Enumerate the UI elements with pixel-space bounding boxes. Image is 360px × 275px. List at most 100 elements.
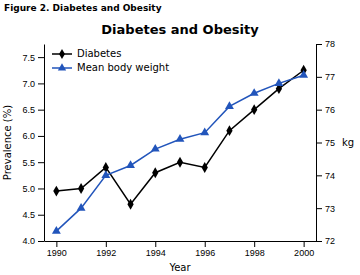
point — [78, 183, 84, 194]
tick-label: 72 — [325, 236, 335, 246]
tick-mark — [106, 241, 107, 247]
y2-axis: 72 73 74 75 76 77 78 — [316, 39, 335, 246]
tick-label: 6.0 — [22, 131, 35, 141]
tick-mark — [316, 241, 322, 242]
tick: 2000 — [294, 241, 314, 258]
point — [202, 162, 208, 173]
legend-marker — [58, 63, 66, 70]
point — [77, 203, 86, 211]
x-axis-title: Year — [168, 262, 191, 273]
tick: 4.0 — [22, 236, 44, 246]
tick-mark — [316, 110, 322, 111]
tick-mark — [316, 208, 322, 209]
series-line — [56, 70, 303, 204]
axis-line — [45, 241, 317, 242]
tick-mark — [38, 188, 44, 189]
point — [251, 104, 257, 115]
tick-label: 75 — [325, 138, 335, 148]
tick-mark — [155, 241, 156, 247]
point — [152, 167, 158, 178]
point — [101, 170, 110, 178]
point — [52, 226, 61, 234]
tick-label: 7.5 — [22, 53, 35, 63]
tick: 1994 — [146, 241, 166, 258]
tick: 1990 — [47, 241, 67, 258]
tick-label: 5.0 — [22, 184, 35, 194]
tick: 1996 — [195, 241, 215, 258]
point — [53, 186, 59, 197]
tick: 6.5 — [22, 105, 44, 115]
tick-label: 77 — [325, 72, 335, 82]
tick-mark — [316, 143, 322, 144]
tick: 7.0 — [22, 79, 44, 89]
tick: 77 — [316, 72, 335, 82]
tick: 5.5 — [22, 158, 44, 168]
tick-label: 78 — [325, 39, 335, 49]
tick-mark — [38, 57, 44, 58]
tick-mark — [38, 162, 44, 163]
tick-mark — [205, 241, 206, 247]
tick: 1992 — [96, 241, 116, 258]
title: Diabetes and Obesity — [101, 22, 259, 37]
tick-label: 1992 — [96, 248, 116, 258]
tick-label: 4.0 — [22, 236, 35, 246]
legend-label: Diabetes — [77, 48, 121, 59]
tick-mark — [316, 77, 322, 78]
chart: 1990 1992 1994 1996 1998 2000 4.0 4.5 5.0 5.5 6.0 6… — [0, 0, 360, 275]
point — [250, 88, 259, 96]
x-axis: 1990 1992 1994 1996 1998 2000 — [45, 241, 317, 258]
point — [299, 70, 308, 78]
point — [177, 157, 183, 168]
tick-mark — [56, 241, 57, 247]
tick: 1998 — [245, 241, 265, 258]
tick: 76 — [316, 105, 335, 115]
tick-mark — [38, 136, 44, 137]
tick-mark — [316, 175, 322, 176]
point — [151, 144, 160, 152]
legend: Diabetes Mean body weight — [52, 48, 169, 73]
point — [176, 134, 185, 142]
point — [226, 125, 232, 136]
legend-item: Mean body weight — [52, 62, 169, 73]
tick: 73 — [316, 204, 335, 214]
point — [274, 78, 283, 86]
tick-label: 74 — [325, 171, 335, 181]
tick: 74 — [316, 171, 335, 181]
point — [200, 128, 209, 136]
tick-label: 1990 — [47, 248, 67, 258]
tick-mark — [304, 241, 305, 247]
figure-label: Figure 2. Diabetes and Obesity — [4, 3, 162, 13]
tick-label: 1996 — [195, 248, 215, 258]
tick: 4.5 — [22, 210, 44, 220]
point — [127, 199, 133, 210]
tick-label: 7.0 — [22, 79, 35, 89]
tick-mark — [38, 241, 44, 242]
tick-label: 73 — [325, 204, 335, 214]
point — [126, 160, 135, 168]
tick-label: 1998 — [245, 248, 265, 258]
tick-mark — [38, 110, 44, 111]
tick: 5.0 — [22, 184, 44, 194]
tick-mark — [316, 44, 322, 45]
tick-mark — [38, 83, 44, 84]
series-line — [56, 75, 303, 231]
tick-label: 5.5 — [22, 158, 35, 168]
axis-line — [44, 45, 45, 242]
plot-area — [52, 65, 308, 234]
legend-marker — [59, 49, 65, 59]
tick: 75 — [316, 138, 335, 148]
tick: 7.5 — [22, 53, 44, 63]
tick-label: 76 — [325, 105, 335, 115]
y2-axis-title: kg — [342, 137, 354, 148]
tick: 72 — [316, 236, 335, 246]
y-axis-title: Prevalence (%) — [2, 105, 13, 180]
y-axis: 4.0 4.5 5.0 5.5 6.0 6.5 7.0 7.5 — [22, 45, 44, 247]
tick-label: 2000 — [294, 248, 314, 258]
tick-mark — [38, 215, 44, 216]
tick-label: 4.5 — [22, 210, 35, 220]
legend-item: Diabetes — [52, 48, 121, 59]
tick-mark — [254, 241, 255, 247]
tick-label: 6.5 — [22, 105, 35, 115]
tick: 6.0 — [22, 131, 44, 141]
tick: 78 — [316, 39, 335, 49]
